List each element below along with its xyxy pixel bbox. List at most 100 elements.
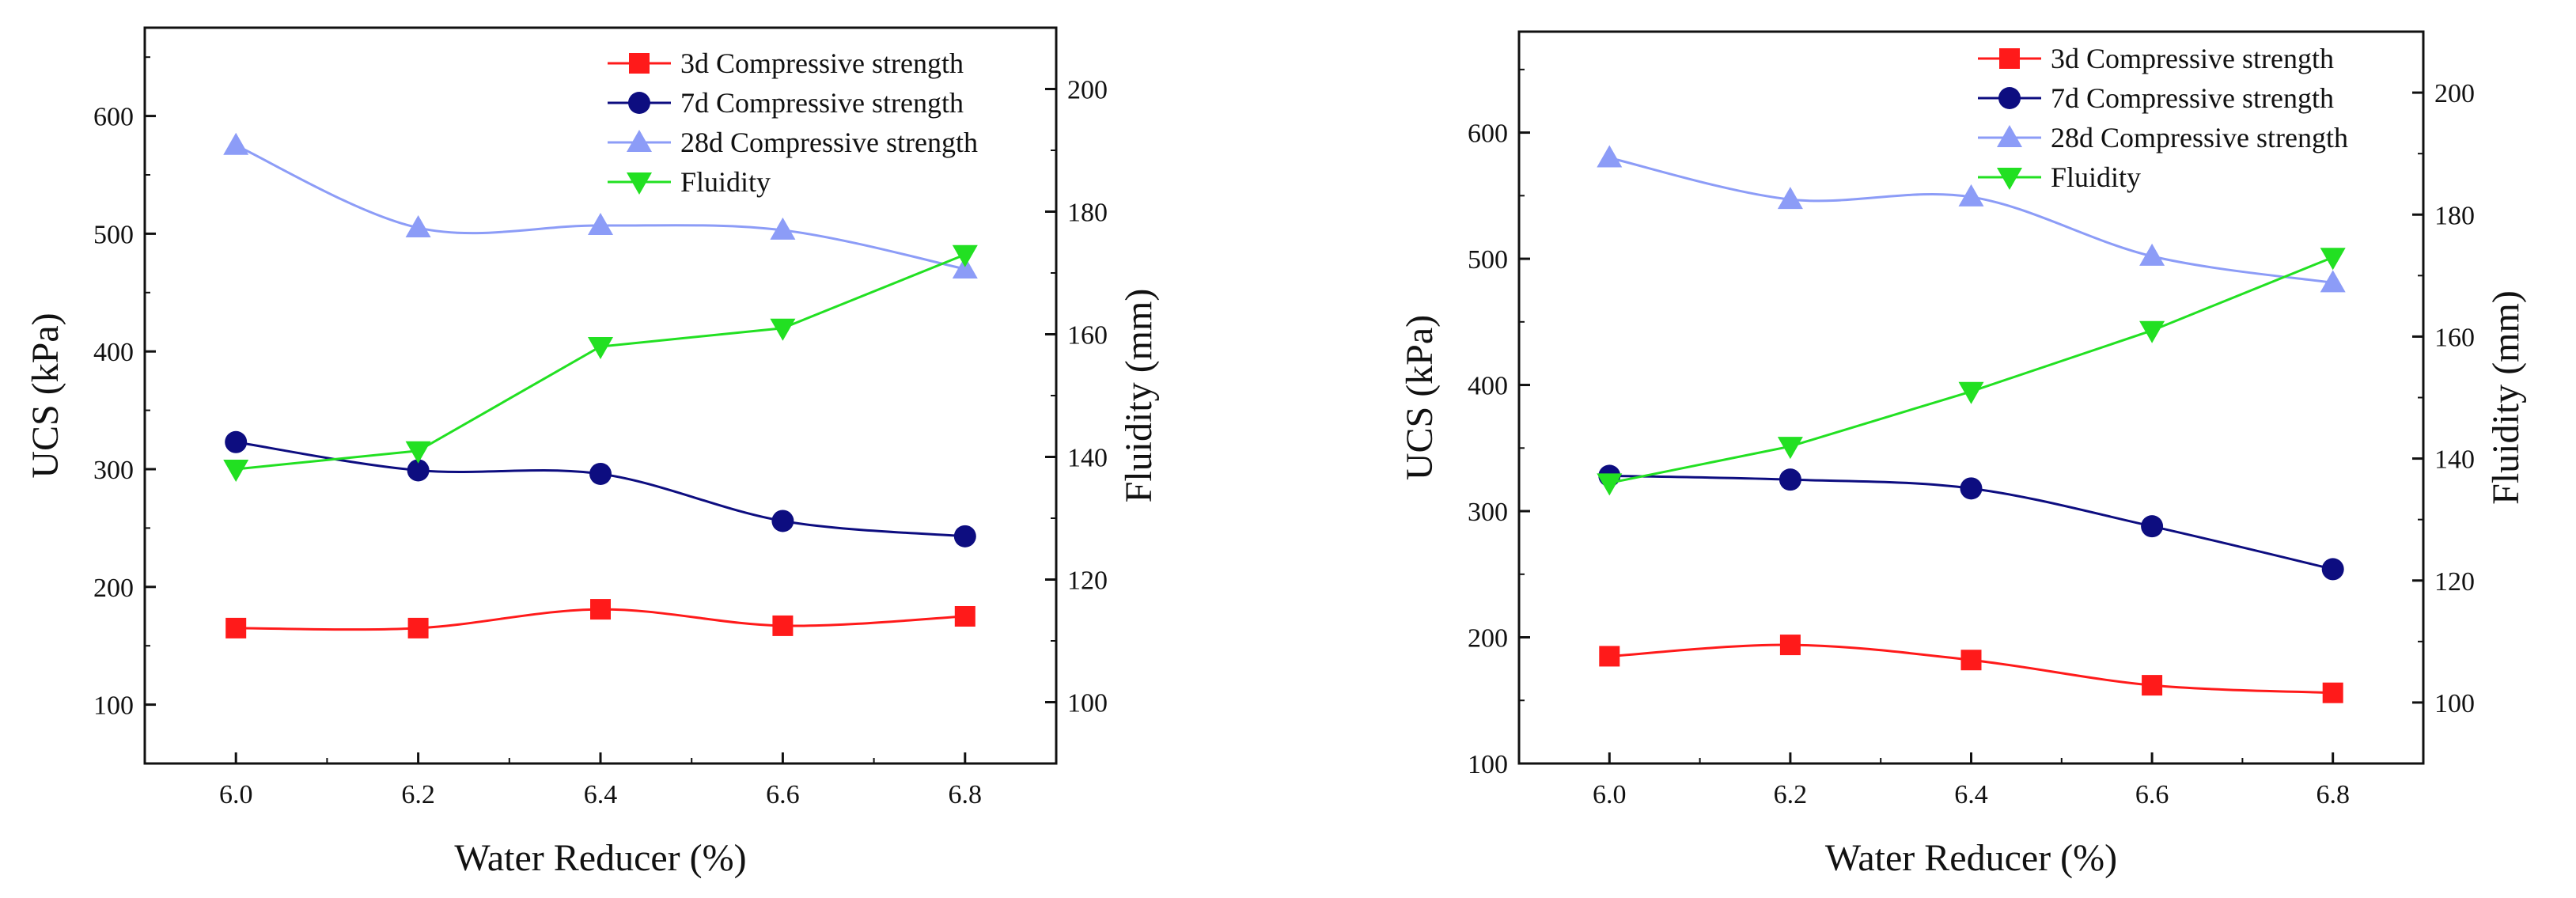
data-point [770, 318, 796, 341]
legend-label: 7d Compressive strength [2051, 82, 2334, 114]
y2-tick-label: 100 [1067, 689, 1108, 718]
data-point [589, 462, 612, 485]
data-point [405, 441, 431, 464]
data-point [1599, 646, 1620, 667]
series-7d-compressive-strength [225, 430, 976, 548]
y2-tick-label: 120 [1067, 566, 1108, 596]
series-3d-compressive-strength [225, 599, 975, 638]
legend-entry: 3d Compressive strength [608, 47, 964, 79]
data-point [770, 217, 796, 240]
y-axis-title: UCS (kPa) [25, 313, 66, 478]
data-point [953, 525, 976, 548]
y-tick-label: 200 [1468, 624, 1508, 654]
y-tick-label: 500 [93, 220, 134, 249]
x-tick-label: 6.4 [1954, 780, 1988, 809]
data-point [1779, 635, 1801, 656]
data-point [2139, 320, 2165, 343]
legend-label: Fluidity [680, 166, 771, 198]
y2-tick-label: 200 [1067, 76, 1108, 105]
legend-marker [627, 130, 652, 152]
data-point [225, 430, 248, 453]
y-axis-title: UCS (kPa) [1399, 315, 1441, 480]
y-tick-label: 100 [1468, 750, 1508, 779]
data-point [225, 617, 247, 638]
data-point [2141, 515, 2164, 538]
data-point [1777, 187, 1803, 210]
data-point [952, 256, 978, 279]
data-point [2142, 675, 2163, 696]
x-tick-label: 6.8 [2316, 780, 2350, 809]
legend-marker [1997, 125, 2022, 147]
data-point [1960, 477, 1983, 500]
y2-tick-label: 160 [1067, 321, 1108, 350]
legend-marker [1997, 168, 2022, 190]
y2-tick-label: 120 [2434, 567, 2475, 597]
x-axis-title: Water Reducer (%) [454, 837, 746, 879]
legend-marker [627, 172, 652, 195]
data-point [223, 460, 249, 482]
y2-tick-label: 140 [1067, 444, 1108, 473]
legend-marker [628, 92, 650, 114]
series-line [236, 253, 966, 471]
data-point [2139, 243, 2165, 266]
legend-entry: 7d Compressive strength [1978, 82, 2334, 114]
y2-tick-label: 100 [2434, 689, 2475, 718]
series-28d-compressive-strength [223, 132, 978, 279]
legend-label: 28d Compressive strength [2051, 122, 2348, 153]
y2-tick-label: 200 [2434, 79, 2475, 108]
data-point [771, 510, 794, 532]
y-tick-label: 300 [93, 456, 134, 485]
x-tick-label: 6.4 [584, 780, 618, 809]
data-point [588, 337, 613, 359]
series-28d-compressive-strength [1597, 145, 2346, 293]
series-fluidity [1597, 248, 2346, 496]
data-point [405, 214, 431, 237]
data-point [1960, 650, 1982, 671]
y-tick-label: 300 [1468, 498, 1508, 527]
y2-tick-label: 180 [1067, 199, 1108, 228]
x-tick-label: 6.8 [949, 780, 983, 809]
y-tick-label: 100 [93, 691, 134, 721]
y-tick-label: 400 [93, 338, 134, 367]
legend-entry: Fluidity [608, 166, 771, 198]
y-tick-label: 500 [1468, 245, 1508, 275]
legend-label: 28d Compressive strength [680, 127, 978, 158]
legend-marker [629, 53, 650, 74]
series-line [1608, 157, 2333, 284]
y2-axis-title: Fluidity (mm) [1118, 289, 1160, 503]
legend-entry: 7d Compressive strength [608, 87, 964, 119]
series-line [235, 144, 966, 271]
data-point [223, 132, 249, 155]
y2-axis-title: Fluidity (mm) [2485, 290, 2527, 505]
legend-label: 7d Compressive strength [680, 87, 964, 119]
legend-marker [1998, 87, 2021, 109]
y-tick-label: 600 [1468, 119, 1508, 149]
x-tick-label: 6.6 [2135, 780, 2169, 809]
data-point [772, 615, 794, 636]
data-point [2322, 682, 2343, 703]
data-point [1958, 184, 1984, 207]
data-point [1597, 145, 1623, 168]
series-7d-compressive-strength [1598, 464, 2344, 581]
series-line [1609, 256, 2334, 484]
y2-tick-label: 160 [2434, 323, 2475, 352]
x-tick-label: 6.2 [401, 780, 435, 809]
x-tick-label: 6.6 [766, 780, 800, 809]
data-point [407, 617, 429, 638]
data-point [1597, 473, 1623, 496]
x-axis-title: Water Reducer (%) [1825, 837, 2117, 879]
legend-entry: Fluidity [1978, 161, 2141, 193]
data-point [2320, 270, 2346, 293]
chart-2: 6.0 6.2 6.4 6.6 6.8 100 200 300 400 500 600 100 120 1… [1399, 30, 2527, 879]
data-point [1779, 468, 1801, 491]
y-tick-label: 600 [93, 103, 134, 132]
data-point [954, 606, 975, 627]
chart-1: 6.0 6.2 6.4 6.6 6.8 100 200 300 400 500 600 100 120 1… [25, 26, 1160, 879]
series-line [235, 441, 965, 538]
legend-entry: 28d Compressive strength [608, 127, 978, 158]
data-point [1777, 437, 1803, 460]
legend-entry: 28d Compressive strength [1978, 122, 2348, 153]
series-3d-compressive-strength [1599, 635, 2343, 703]
x-tick-label: 6.2 [1774, 780, 1808, 809]
